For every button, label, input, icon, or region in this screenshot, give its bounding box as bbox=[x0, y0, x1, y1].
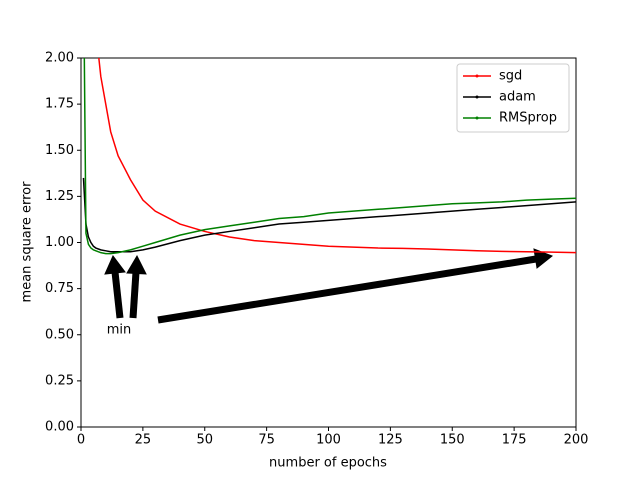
y-tick-label: 1.25 bbox=[45, 189, 74, 204]
series-line bbox=[98, 58, 576, 254]
x-tick-label: 150 bbox=[440, 433, 465, 448]
x-tick-label: 50 bbox=[196, 433, 213, 448]
annotation: min bbox=[107, 323, 132, 338]
legend-label: RMSprop bbox=[499, 111, 557, 126]
y-tick-label: 0.00 bbox=[45, 420, 74, 435]
y-tick-label: 2.00 bbox=[45, 51, 74, 66]
y-tick-label: 0.50 bbox=[45, 327, 74, 342]
x-tick-label: 125 bbox=[378, 433, 403, 448]
y-tick-label: 1.75 bbox=[45, 97, 74, 112]
y-tick-label: 1.50 bbox=[45, 143, 74, 158]
arrows bbox=[104, 248, 553, 324]
legend-marker bbox=[475, 95, 479, 99]
legend-label: sgd bbox=[499, 69, 522, 84]
x-tick-label: 75 bbox=[258, 433, 275, 448]
y-axis-label: mean square error bbox=[20, 181, 35, 303]
x-tick-label: 175 bbox=[502, 433, 527, 448]
series-line bbox=[83, 58, 576, 255]
x-tick-label: 25 bbox=[135, 433, 152, 448]
y-tick-label: 0.75 bbox=[45, 281, 74, 296]
legend-marker bbox=[475, 74, 479, 78]
x-tick-label: 100 bbox=[316, 433, 341, 448]
x-tick-label: 0 bbox=[77, 433, 85, 448]
y-tick-label: 1.00 bbox=[45, 235, 74, 250]
lines bbox=[82, 58, 576, 255]
legend-marker bbox=[475, 116, 479, 120]
x-tick-label: 200 bbox=[564, 433, 589, 448]
legend-box bbox=[456, 63, 570, 133]
y-tick-label: 0.25 bbox=[45, 373, 74, 388]
legend-label: adam bbox=[499, 90, 536, 105]
x-axis-label: number of epochs bbox=[269, 456, 387, 471]
series-line bbox=[82, 177, 576, 253]
